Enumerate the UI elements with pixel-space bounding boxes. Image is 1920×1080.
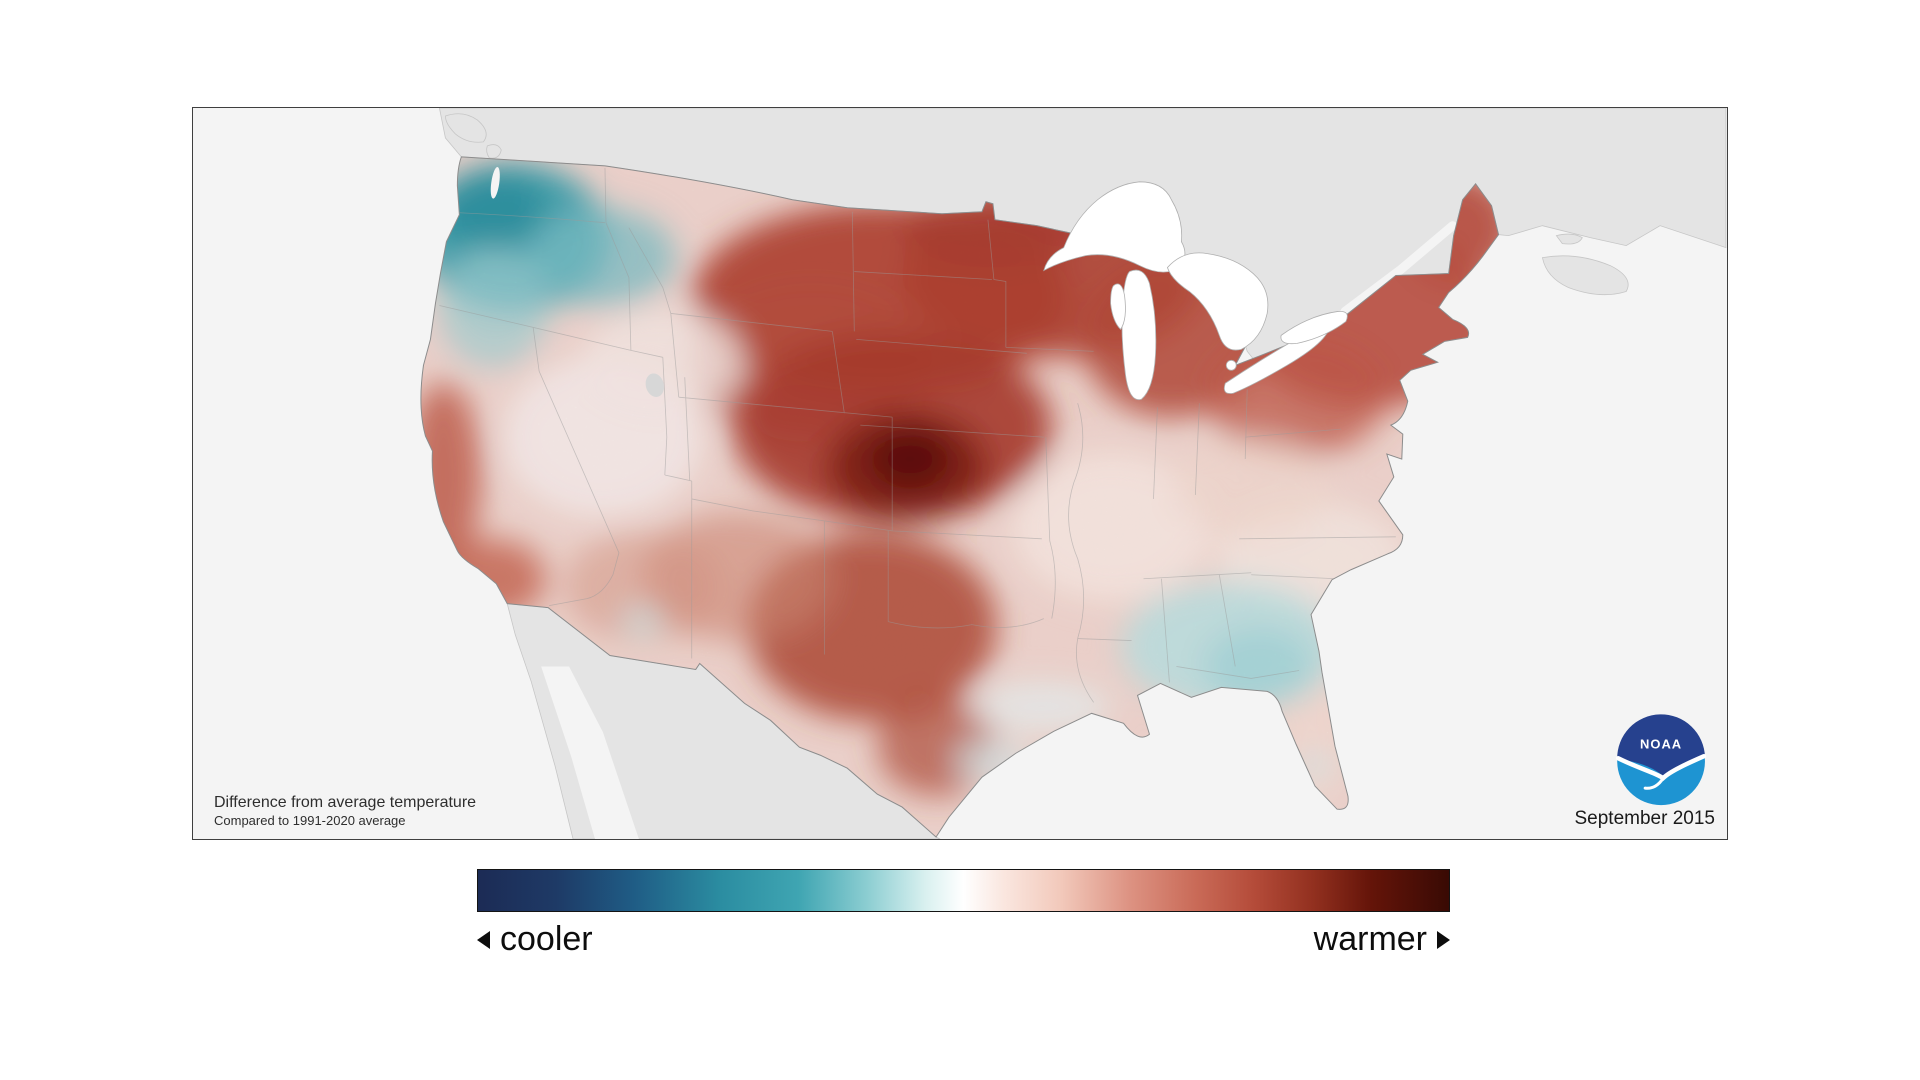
lake-superior	[1043, 181, 1186, 273]
green-bay	[1110, 283, 1126, 331]
st-lawrence-river	[1340, 221, 1458, 316]
puget-sound	[490, 166, 500, 199]
great-salt-lake	[645, 373, 665, 398]
caption-line2: Compared to 1991-2020 average	[214, 813, 406, 828]
noaa-logo-text: NOAA	[1640, 736, 1682, 751]
warmer-label: warmer	[1313, 920, 1427, 958]
colorbar-labels: cooler warmer	[477, 920, 1450, 968]
noaa-gull-wing-icon	[1643, 776, 1665, 790]
us-temperature-anomaly-map: NOAA	[194, 108, 1727, 839]
cooler-label-group: cooler	[477, 920, 593, 959]
noaa-logo: NOAA	[1615, 714, 1707, 806]
caption-line1: Difference from average temperature	[214, 794, 477, 811]
colorbar-gradient	[477, 869, 1450, 912]
lake-huron	[1166, 252, 1269, 351]
gulf-of-california	[541, 666, 639, 839]
map-panel: NOAA Difference from average temperature…	[192, 107, 1728, 840]
lake-michigan	[1121, 269, 1157, 401]
cooler-arrow-icon	[477, 930, 490, 949]
warmer-arrow-icon	[1437, 930, 1450, 949]
map-caption: Difference from average temperature Comp…	[214, 793, 476, 829]
lake-erie	[1223, 328, 1329, 394]
state-borders	[439, 167, 1396, 703]
date-label: September 2015	[1574, 808, 1716, 829]
warmer-label-group: warmer	[1314, 920, 1450, 959]
lake-st-clair	[1225, 359, 1237, 371]
cooler-label: cooler	[500, 920, 593, 958]
lake-ontario	[1280, 310, 1348, 345]
us-outline	[420, 156, 1500, 838]
great-lakes	[1043, 181, 1348, 401]
noaa-logo-sky	[1617, 714, 1705, 778]
